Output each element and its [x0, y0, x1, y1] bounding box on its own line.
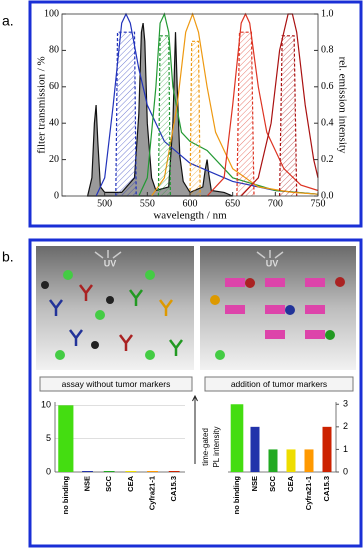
y-tick-label: 100 [44, 8, 59, 19]
emission-line [138, 12, 319, 197]
scene: UV [36, 246, 194, 370]
bar [304, 449, 314, 472]
bar [58, 405, 74, 472]
y-axis-label: time-gated [201, 428, 210, 466]
x-tick-label: SCC [104, 475, 113, 491]
y2-tick-label: 0.4 [321, 117, 334, 128]
x-tick-label: CA15.3 [169, 476, 178, 501]
y-tick-label: 0 [54, 190, 59, 201]
emission-line [95, 12, 319, 197]
bar-chart: 0 1 2 3 no binding NSE SCC CEA Cyfra21-1 CA15.3 ti… [192, 394, 348, 515]
filter-band [189, 40, 201, 197]
y-tick-label: 60 [49, 81, 59, 92]
x-tick-label: 650 [225, 198, 240, 209]
y2-tick-label: 0.2 [321, 154, 334, 165]
scene-caption: assay without tumor markers [62, 379, 171, 389]
uv-label: UV [266, 258, 279, 268]
x-tick-label: 550 [140, 198, 155, 209]
y-tick-label: 20 [49, 154, 59, 165]
panel-label: a. [2, 13, 14, 29]
y-axis-label: PL intensity [212, 426, 221, 467]
y-tick-label: 0 [343, 466, 348, 476]
filter-band [236, 31, 255, 197]
bar [230, 404, 244, 472]
x-tick-label: 500 [97, 198, 112, 209]
emission-line [151, 12, 319, 197]
bar [268, 449, 278, 472]
bar [322, 426, 332, 472]
bar [103, 471, 115, 472]
uv-rays [94, 250, 122, 259]
bar [168, 471, 180, 472]
filter-band [115, 31, 137, 197]
bar [147, 471, 158, 472]
x-tick-label: CEA [286, 475, 295, 491]
bar-chart: 0 5 10 no binding NSE SCC CEA Cyfra21-1 CA15.3 [41, 400, 185, 515]
y2-axis-label: rel. emission intensity [336, 57, 348, 154]
y-tick-label: 1 [343, 444, 348, 454]
x-axis-label: wavelength / nm [153, 210, 227, 222]
scene: UV [200, 246, 356, 370]
nanoparticles [41, 270, 155, 360]
complexes [210, 277, 345, 360]
panel-frame [28, 238, 363, 548]
y2-tick-label: 0.0 [321, 190, 334, 201]
y-tick-label: 80 [49, 45, 59, 56]
y2-tick-label: 0.6 [321, 81, 334, 92]
x-tick-label: Cyfra21-1 [304, 476, 313, 510]
uv-label: UV [104, 258, 117, 268]
scene-background [36, 246, 194, 370]
bar [286, 449, 296, 472]
bar [250, 426, 260, 472]
y-tick-label: 3 [343, 399, 348, 409]
antibodies [49, 284, 183, 356]
x-tick-label: NSE [250, 476, 259, 491]
axis-arrow [192, 394, 198, 464]
x-tick-label: 700 [268, 198, 283, 209]
uv-rays [256, 250, 284, 259]
y-tick-label: 5 [46, 433, 51, 443]
caption-box [204, 376, 354, 392]
spectra-chart: 500 550 600 650 700 750 0 20 40 60 80 100 0.0 0.2 0.4 0… [36, 8, 349, 221]
y-tick-label: 40 [49, 117, 59, 128]
x-tick-label: 750 [311, 198, 326, 209]
y2-tick-label: 0.8 [321, 45, 334, 56]
bar [125, 471, 137, 472]
x-tick-label: CEA [126, 475, 135, 491]
y-tick-label: 2 [343, 421, 348, 431]
panel-frame [28, 0, 363, 228]
panel-label: b. [2, 249, 14, 265]
bar [82, 471, 93, 472]
x-tick-label: 600 [183, 198, 198, 209]
x-tick-label: no binding [232, 476, 241, 515]
y-tick-label: 0 [46, 466, 51, 476]
y-axis-label: filter transmission / % [36, 56, 48, 153]
caption-box [39, 376, 193, 392]
x-tick-label: CA15.3 [322, 476, 331, 501]
x-tick-label: NSE [82, 476, 91, 491]
y-tick-label: 10 [41, 400, 51, 410]
x-tick-label: Cyfra21-1 [147, 476, 156, 510]
filter-band [157, 35, 171, 197]
filter-band [279, 35, 298, 197]
x-tick-label: no binding [61, 476, 70, 515]
x-tick-label: SCC [268, 475, 277, 491]
scene-caption: addition of tumor markers [231, 379, 327, 389]
y2-tick-label: 1.0 [321, 8, 334, 19]
